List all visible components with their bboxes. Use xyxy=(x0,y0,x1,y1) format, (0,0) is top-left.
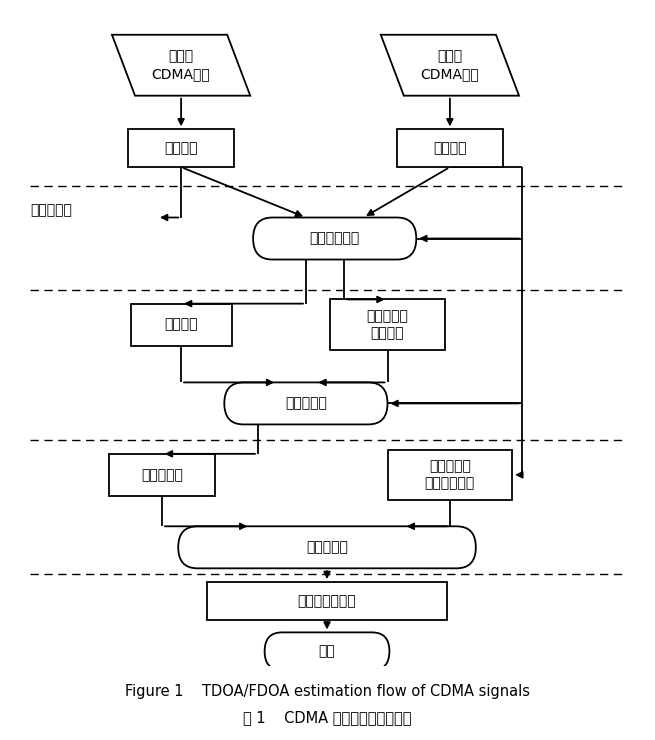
Polygon shape xyxy=(381,35,519,95)
Text: 补偿时延后
同步解扩: 补偿时延后 同步解扩 xyxy=(367,309,409,340)
Text: 频差精估计: 频差精估计 xyxy=(285,397,327,411)
FancyBboxPatch shape xyxy=(131,303,231,346)
Text: 用户扩频码: 用户扩频码 xyxy=(30,204,72,217)
Text: 时频差粗估计: 时频差粗估计 xyxy=(310,232,360,246)
Text: 主通道信号: 主通道信号 xyxy=(141,468,183,482)
FancyBboxPatch shape xyxy=(224,383,388,425)
Text: 时频差估计结果: 时频差估计结果 xyxy=(298,594,356,608)
Polygon shape xyxy=(112,35,250,95)
FancyBboxPatch shape xyxy=(388,450,512,500)
FancyBboxPatch shape xyxy=(128,130,234,167)
FancyBboxPatch shape xyxy=(330,300,445,350)
Text: 同步解扩: 同步解扩 xyxy=(164,317,198,332)
Text: 辅通道
CDMA信号: 辅通道 CDMA信号 xyxy=(421,50,479,81)
Text: 主通道
CDMA信号: 主通道 CDMA信号 xyxy=(152,50,210,81)
FancyBboxPatch shape xyxy=(178,526,476,568)
Text: 时差精估计: 时差精估计 xyxy=(306,540,348,554)
FancyBboxPatch shape xyxy=(265,633,390,670)
FancyBboxPatch shape xyxy=(109,454,215,496)
Text: 信道滤波: 信道滤波 xyxy=(433,141,466,155)
Text: 辅通道信号
时延频偏补偿: 辅通道信号 时延频偏补偿 xyxy=(425,460,475,491)
FancyBboxPatch shape xyxy=(397,130,502,167)
FancyBboxPatch shape xyxy=(253,218,417,260)
Text: 信道滤波: 信道滤波 xyxy=(164,141,198,155)
FancyBboxPatch shape xyxy=(207,582,447,620)
Text: 结束: 结束 xyxy=(318,645,335,659)
Text: 图 1    CDMA 信号时频差估计流程: 图 1 CDMA 信号时频差估计流程 xyxy=(243,710,412,725)
Text: Figure 1    TDOA/FDOA estimation flow of CDMA signals: Figure 1 TDOA/FDOA estimation flow of CD… xyxy=(125,684,530,699)
